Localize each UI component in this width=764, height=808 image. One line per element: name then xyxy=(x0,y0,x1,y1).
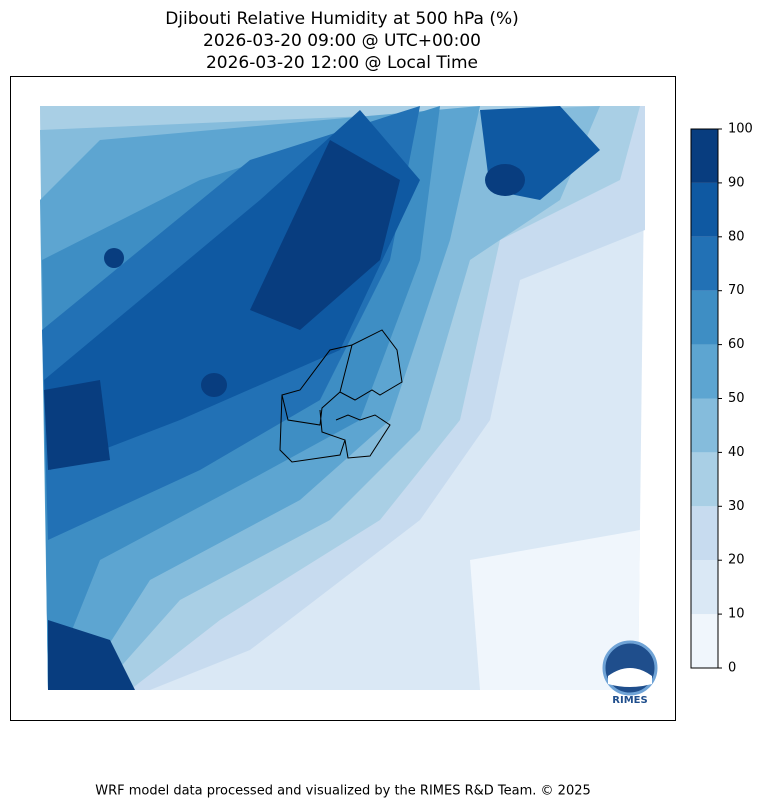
colorbar-band xyxy=(691,344,718,399)
title-line: 2026-03-20 09:00 @ UTC+00:00 xyxy=(203,31,481,51)
colorbar-band xyxy=(691,290,718,345)
colorbar-tick-label: 80 xyxy=(728,229,745,244)
logo-text: RIMES xyxy=(612,695,647,706)
colorbar-tick-label: 90 xyxy=(728,175,745,190)
footer: WRF model data processed and visualized … xyxy=(95,784,591,799)
colorbar-band xyxy=(691,560,718,615)
humidity-field xyxy=(40,106,645,690)
title-line: 2026-03-20 12:00 @ Local Time xyxy=(206,53,478,73)
colorbar-tick-label: 60 xyxy=(728,337,745,352)
colorbar-tick-label: 10 xyxy=(728,607,745,622)
colorbar-tick-label: 50 xyxy=(728,391,745,406)
colorbar-tick-label: 70 xyxy=(728,283,745,298)
colorbar-tick-label: 20 xyxy=(728,553,745,568)
colorbar-band xyxy=(691,182,718,237)
colorbar-band xyxy=(691,129,718,183)
country-border xyxy=(279,329,403,463)
title-line: Djibouti Relative Humidity at 500 hPa (%… xyxy=(165,9,519,29)
logo: RIMES xyxy=(602,640,658,706)
colorbar-tick-label: 0 xyxy=(728,661,736,676)
colorbar-band xyxy=(691,452,718,507)
colorbar-tick-label: 40 xyxy=(728,445,745,460)
colorbar-band xyxy=(691,236,718,291)
colorbar-band xyxy=(691,506,718,561)
colorbar-band xyxy=(691,398,718,453)
colorbar-tick-label: 30 xyxy=(728,499,745,514)
colorbar-band xyxy=(691,614,718,668)
colorbar-tick-label: 100 xyxy=(728,122,753,137)
